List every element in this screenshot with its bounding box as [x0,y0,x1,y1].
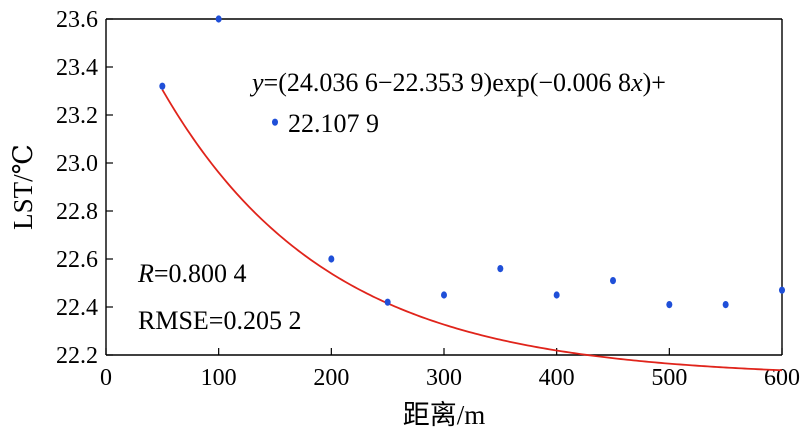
data-point [384,298,391,306]
y-axis-title: LST/℃ [8,144,38,230]
data-point [497,265,504,273]
y-tick-label: 23.0 [56,151,98,177]
equation-y-symbol: y [249,68,264,97]
x-tick-label: 200 [313,365,349,391]
x-tick-label: 0 [100,365,112,391]
data-point [272,118,278,126]
equation-body: =(24.036 6−22.353 9)exp(−0.006 8 [264,68,632,97]
equation-line-1: y=(24.036 6−22.353 9)exp(−0.006 8x)+ [249,68,666,97]
y-tick-label: 23.2 [56,103,98,129]
x-axis-ticks: 0 100 200 300 400 500 600 [100,348,800,391]
y-tick-label: 22.6 [56,247,98,273]
y-tick-label: 23.4 [56,55,98,81]
y-tick-label: 23.6 [56,7,98,33]
r-symbol: R [137,259,154,288]
data-point [666,301,673,309]
rmse-label: RMSE=0.205 2 [138,306,301,335]
data-point [215,15,222,23]
y-tick-label: 22.2 [56,343,98,369]
fit-curve [161,89,783,372]
r-value-label: R=0.800 4 [137,259,247,288]
x-axis-title: 距离/m [403,400,486,430]
data-point [328,255,335,263]
y-tick-label: 22.4 [56,295,98,321]
x-tick-label: 300 [426,365,462,391]
x-tick-label: 100 [201,365,237,391]
data-points [159,15,785,309]
data-point [441,291,447,299]
equation-line-2: 22.107 9 [288,109,379,138]
data-point [553,291,560,299]
y-tick-label: 22.8 [56,199,98,225]
x-tick-label: 500 [651,365,687,391]
x-tick-label: 400 [539,365,575,391]
data-point [779,286,785,294]
equation-x-symbol: x [630,68,643,97]
data-point [159,82,166,90]
data-point [722,301,729,309]
data-point [610,277,616,285]
y-axis-ticks: 22.2 22.4 22.6 22.8 23.0 23.2 23.4 23.6 [56,7,113,369]
equation-end: )+ [643,68,666,97]
r-value: =0.800 4 [154,259,247,288]
